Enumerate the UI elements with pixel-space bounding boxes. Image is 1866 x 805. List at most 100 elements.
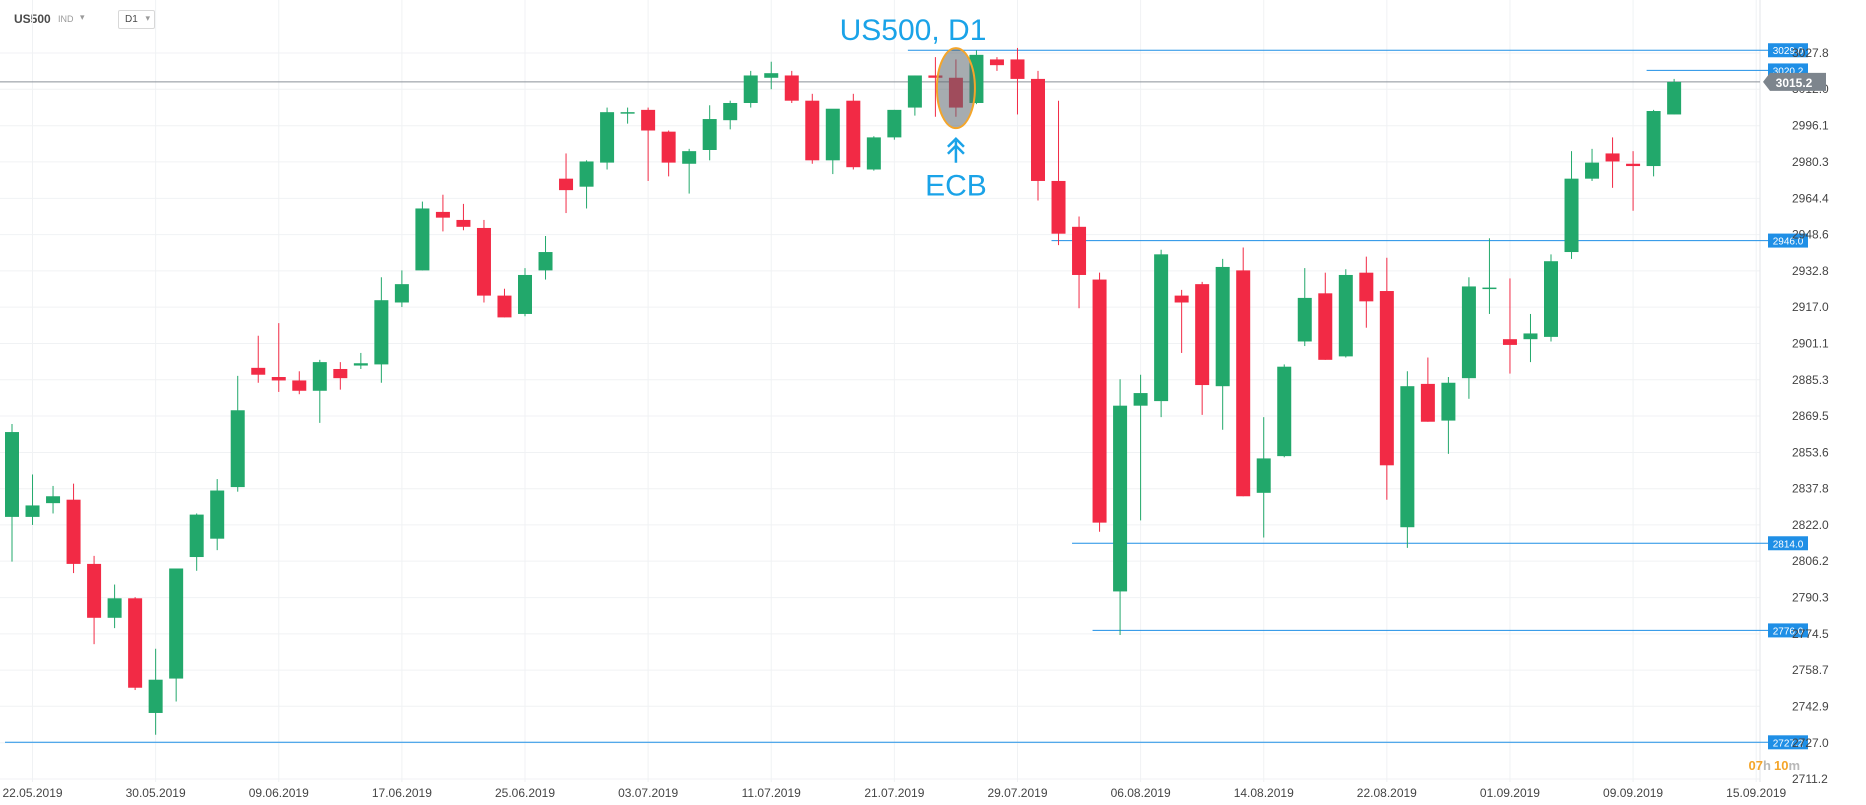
candle-bearish[interactable] [559,153,574,214]
candle-bearish[interactable] [846,93,861,170]
candle-body [1646,111,1661,167]
candle-bullish[interactable] [1338,269,1353,358]
countdown-hours: 07 [1749,758,1763,773]
candle-body [846,100,861,168]
candle-bullish[interactable] [518,268,532,317]
candle-bearish[interactable] [66,483,81,574]
candle-bullish[interactable] [1667,78,1682,115]
candle-bearish[interactable] [641,107,656,181]
candle-bullish[interactable] [887,109,902,140]
candle-bullish[interactable] [189,513,204,571]
x-tick-label: 06.08.2019 [1111,786,1171,800]
candle-bearish[interactable] [128,597,143,691]
candle-bearish[interactable] [1174,289,1189,353]
candle-bullish[interactable] [1154,249,1169,418]
chevron-down-icon[interactable]: ▾ [80,12,85,22]
candle-bearish[interactable] [928,57,943,117]
candle-bullish[interactable] [1646,109,1661,177]
candle-bullish[interactable] [1523,313,1538,363]
candle-bearish[interactable] [456,203,471,231]
y-tick-label: 2996.1 [1792,119,1829,133]
candle-bullish[interactable] [723,100,738,130]
candle-bullish[interactable] [1564,151,1579,259]
candle-bearish[interactable] [1010,47,1025,115]
indicators-button[interactable]: IND [58,14,74,24]
candle-bullish[interactable] [5,424,19,562]
candle-bullish[interactable] [1256,417,1271,538]
x-tick-label: 22.08.2019 [1357,786,1417,800]
candle-bullish[interactable] [312,359,327,423]
candle-bullish[interactable] [825,108,840,175]
candle-bullish[interactable] [620,107,635,124]
candle-bearish[interactable] [1359,256,1374,328]
candle-bullish[interactable] [415,201,430,271]
y-tick-label: 2837.8 [1792,482,1829,496]
candle-bearish[interactable] [1092,272,1107,532]
candle-bearish[interactable] [1420,357,1435,422]
candle-bullish[interactable] [1544,254,1558,342]
y-tick-label: 2806.2 [1792,554,1829,568]
x-tick-label: 30.05.2019 [126,786,186,800]
candle-bullish[interactable] [25,474,40,525]
candle-bullish[interactable] [230,375,245,492]
candle-bullish[interactable] [1113,379,1128,635]
candle-bearish[interactable] [784,70,799,103]
candle-bullish[interactable] [1441,377,1456,454]
candle-bullish[interactable] [1215,258,1230,430]
candle-bullish[interactable] [107,584,122,629]
candle-bearish[interactable] [497,288,512,318]
candle-body [271,377,286,381]
candle-bullish[interactable] [538,235,553,280]
arrow-chevron [947,136,965,148]
candle-bearish[interactable] [87,555,102,645]
candle-bearish[interactable] [1318,272,1333,360]
candle-bullish[interactable] [374,277,389,383]
candle-bullish[interactable] [866,136,881,171]
candle-body [1133,393,1148,406]
level-label: 3029.0 [1773,46,1804,57]
candle-bullish[interactable] [394,270,409,308]
ecb-label: ECB [925,170,987,203]
candle-bearish[interactable] [1031,70,1045,201]
candle-bullish[interactable] [579,160,594,209]
candle-bearish[interactable] [1626,151,1641,211]
timeframe-select[interactable]: D1 ▾ [118,10,155,29]
candle-bullish[interactable] [702,105,717,161]
candle-bearish[interactable] [1195,281,1210,415]
candle-bearish[interactable] [1605,137,1620,188]
candle-bullish[interactable] [907,75,922,116]
candle-bullish[interactable] [169,568,184,702]
candle-bullish[interactable] [1277,364,1292,458]
candle-bullish[interactable] [1585,148,1600,181]
candle-bearish[interactable] [1379,257,1394,500]
candle-bearish[interactable] [271,323,286,392]
candle-bullish[interactable] [1461,277,1476,399]
candle-bullish[interactable] [353,352,368,369]
candle-bearish[interactable] [661,130,676,177]
candle-bearish[interactable] [292,371,307,395]
candle-bullish[interactable] [46,485,61,514]
candle-bullish[interactable] [1297,268,1312,347]
candle-bearish[interactable] [435,194,450,232]
candle-bearish[interactable] [333,362,348,390]
candle-bearish[interactable] [251,335,266,383]
candle-bearish[interactable] [989,57,1004,71]
candle-bearish[interactable] [1502,278,1517,374]
candle-bearish[interactable] [1051,100,1066,246]
candle-bullish[interactable] [743,70,758,108]
level-label: 2814.0 [1773,539,1804,550]
candle-bullish[interactable] [682,148,697,194]
candle-body [312,362,327,391]
candle-bullish[interactable] [148,648,163,735]
candle-bullish[interactable] [764,61,779,90]
candle-bearish[interactable] [1072,216,1087,309]
candle-bullish[interactable] [1400,371,1415,548]
candle-bearish[interactable] [476,219,491,303]
candle-bullish[interactable] [1133,374,1148,521]
candle-bullish[interactable] [1482,238,1497,314]
candle-bullish[interactable] [210,479,225,551]
candle-bearish[interactable] [805,93,820,164]
candle-bearish[interactable] [1236,247,1251,497]
candle-bullish[interactable] [600,107,615,170]
